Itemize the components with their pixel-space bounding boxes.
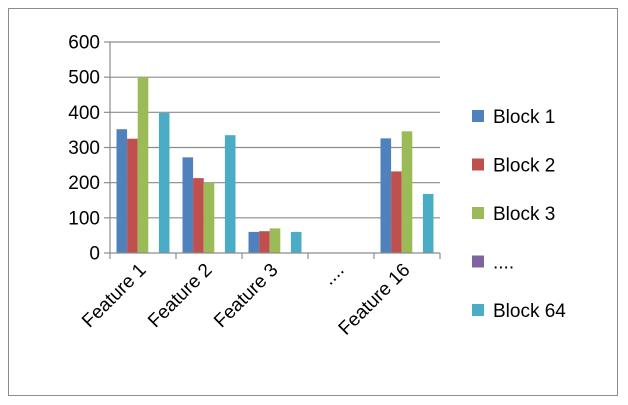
y-tick-label: 200 (68, 173, 100, 194)
bar (203, 182, 215, 253)
bar (380, 138, 392, 253)
bar (422, 193, 434, 253)
bar (224, 135, 236, 253)
bar (391, 171, 402, 253)
bar (127, 138, 138, 253)
axes (104, 41, 441, 259)
bar (193, 178, 204, 253)
bars (116, 77, 434, 254)
y-tick-labels: 0 100 200 300 400 500 600 (68, 33, 100, 265)
bar (290, 231, 302, 253)
y-tick-label: 100 (68, 208, 100, 229)
legend-label: Block 1 (493, 107, 555, 128)
x-category-label: Feature 2 (144, 260, 216, 332)
bar (248, 231, 260, 253)
x-category-label: Feature 16 (335, 260, 415, 340)
bar (137, 77, 149, 254)
y-tick-label: 500 (68, 68, 100, 89)
legend-swatch (472, 304, 484, 316)
bar (401, 131, 413, 253)
x-category-label: Feature 1 (78, 260, 150, 332)
x-category-label: .... (319, 260, 349, 290)
bar (158, 113, 170, 253)
legend: Block 1 Block 2 Block 3.... Block 64 (472, 107, 566, 322)
legend-label: Block 64 (493, 301, 566, 322)
legend-swatch (472, 255, 484, 268)
bar (269, 228, 281, 253)
legend-label: Block 3 (493, 204, 555, 225)
bar (182, 157, 194, 253)
bar (259, 231, 270, 253)
legend-label: Block 2 (493, 156, 555, 177)
legend-swatch (472, 158, 484, 171)
y-tick-label: 600 (68, 33, 100, 54)
x-category-label: Feature 3 (210, 260, 282, 332)
y-tick-label: 0 (89, 244, 100, 265)
y-tick-label: 300 (68, 138, 100, 159)
bar (116, 129, 128, 253)
legend-swatch (472, 207, 484, 219)
y-tick-label: 400 (68, 103, 100, 124)
legend-label: .... (493, 253, 514, 274)
legend-swatch (472, 110, 484, 122)
